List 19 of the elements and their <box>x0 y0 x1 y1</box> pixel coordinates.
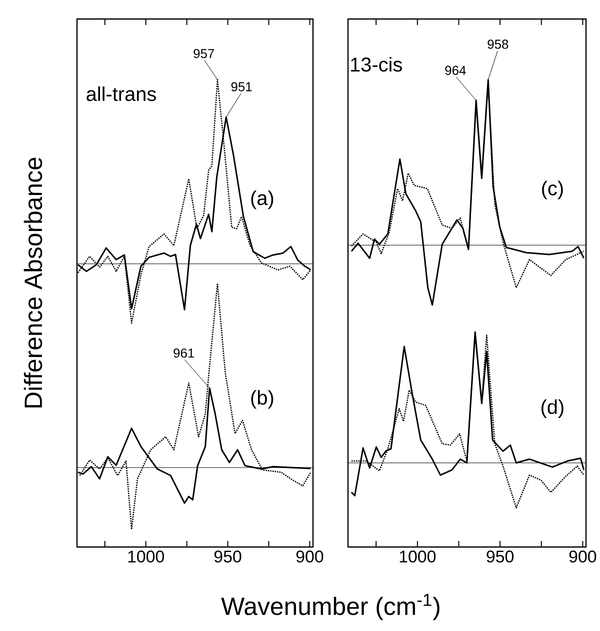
x-tick-label: 950 <box>214 550 242 563</box>
x-tick-label: 950 <box>486 550 514 563</box>
x-tick-label: 1000 <box>400 550 436 563</box>
x-axis-title: Wavenumber (cm$^{-1}$) <box>221 594 440 620</box>
annotation: (a) <box>251 190 274 210</box>
y-axis-title: Difference Absorbance <box>24 158 42 408</box>
annotation: 958 <box>488 40 508 49</box>
annotation: 964 <box>445 66 466 75</box>
annotation: 951 <box>231 82 252 92</box>
annotation: 957 <box>194 48 214 58</box>
x-tick-label: 900 <box>296 550 324 563</box>
annotation: (c) <box>542 180 563 200</box>
annotation: all-trans <box>86 86 156 102</box>
annotation: (d) <box>542 399 564 418</box>
x-tick-label: 900 <box>569 550 596 563</box>
text: 13-cis <box>351 57 402 72</box>
annotation: 961 <box>174 348 194 358</box>
x-tick-label: 1000 <box>128 550 164 563</box>
annotation: (b) <box>251 390 274 409</box>
